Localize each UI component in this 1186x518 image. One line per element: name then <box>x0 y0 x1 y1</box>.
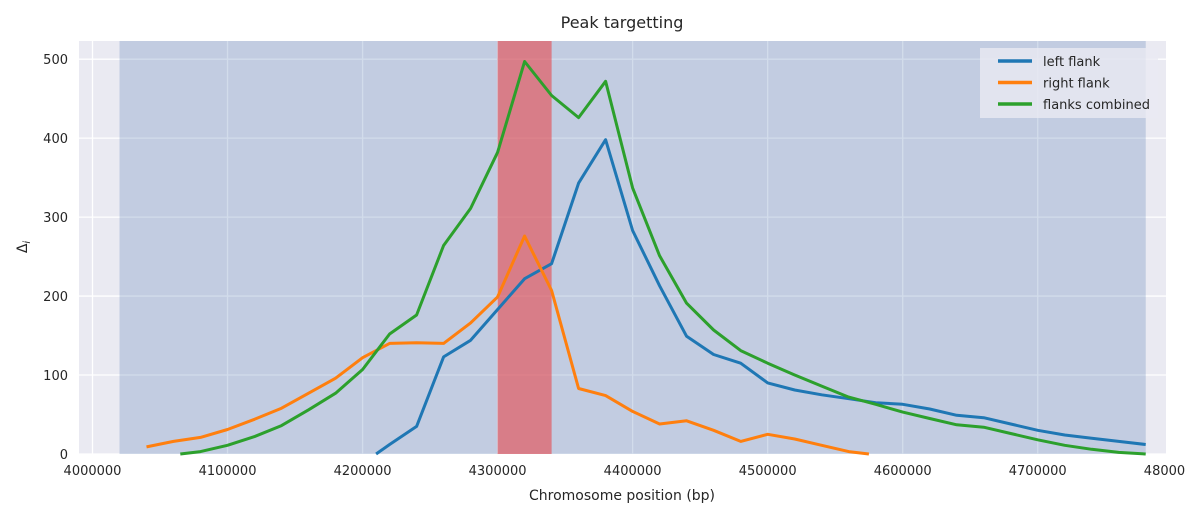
x-tick-label: 4700000 <box>1009 464 1067 479</box>
y-axis-ticks: 0 100 200 300 400 500 <box>43 53 68 463</box>
series-line-left-flank <box>375 138 1146 456</box>
x-tick-label: 4200000 <box>334 464 392 479</box>
y-tick-label: 400 <box>43 132 68 147</box>
legend-label-flanks-combined: flanks combined <box>1043 98 1150 113</box>
legend-label-right-flank: right flank <box>1043 77 1110 92</box>
y-tick-label: 100 <box>43 369 68 384</box>
x-tick-label: 4400000 <box>604 464 662 479</box>
y-tick-label: 300 <box>43 211 68 226</box>
series-lines <box>146 60 1146 456</box>
y-axis-title: Δ <box>15 243 31 253</box>
svg-text:Δi: Δi <box>15 241 33 254</box>
peak-region <box>497 41 552 454</box>
window-region <box>119 41 1146 454</box>
x-tick-label: 4100000 <box>199 464 257 479</box>
y-tick-label: 200 <box>43 290 68 305</box>
chart-title: Peak targetting <box>561 13 684 32</box>
x-tick-label: 4800000 <box>1144 464 1186 479</box>
y-axis-title-group: Δi <box>15 241 33 254</box>
x-tick-label: 4300000 <box>469 464 527 479</box>
y-tick-label: 500 <box>43 53 68 68</box>
legend-label-left-flank: left flank <box>1043 55 1101 70</box>
x-tick-label: 4000000 <box>64 464 122 479</box>
legend: left flank right flank flanks combined <box>980 48 1158 118</box>
x-axis-title: Chromosome position (bp) <box>529 488 715 504</box>
shaded-regions <box>119 41 1146 454</box>
series-line-right-flank <box>146 234 870 456</box>
x-tick-label: 4600000 <box>874 464 932 479</box>
y-tick-label: 0 <box>60 448 68 463</box>
x-tick-label: 4500000 <box>739 464 797 479</box>
y-axis-title-subscript: i <box>22 241 33 244</box>
series-line-flanks-combined <box>180 60 1146 456</box>
x-axis-ticks: 4000000 4100000 4200000 4300000 4400000 45000… <box>64 464 1186 479</box>
